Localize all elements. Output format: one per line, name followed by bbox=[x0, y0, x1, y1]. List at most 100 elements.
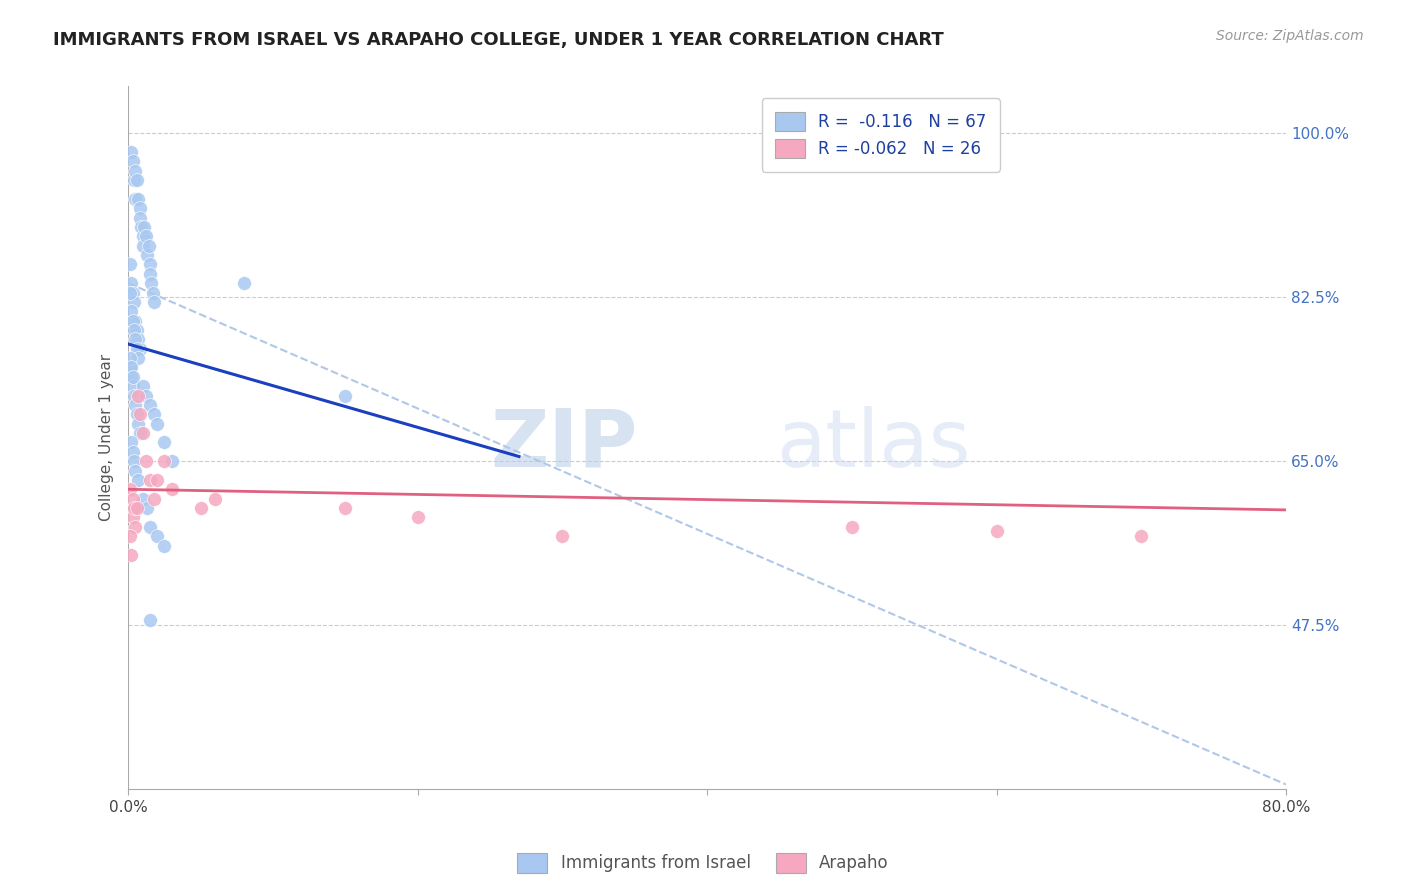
Point bbox=[139, 473, 162, 487]
Point bbox=[118, 529, 141, 543]
Point bbox=[121, 285, 143, 300]
Point bbox=[122, 173, 145, 187]
Point bbox=[128, 211, 150, 225]
Point bbox=[132, 491, 155, 506]
Point bbox=[118, 360, 141, 375]
Point bbox=[118, 483, 141, 497]
Point bbox=[135, 229, 157, 244]
Point bbox=[128, 201, 150, 215]
Point bbox=[128, 342, 150, 356]
Point bbox=[128, 407, 150, 421]
Point bbox=[125, 501, 148, 516]
Point bbox=[118, 257, 141, 271]
Point bbox=[143, 294, 166, 309]
Point bbox=[121, 154, 143, 169]
Point bbox=[146, 473, 169, 487]
Point bbox=[125, 173, 148, 187]
Point bbox=[129, 219, 152, 234]
Point bbox=[204, 491, 226, 506]
Point bbox=[139, 614, 162, 628]
Point bbox=[120, 435, 142, 450]
Point bbox=[122, 323, 145, 337]
Point bbox=[124, 464, 146, 478]
Point bbox=[135, 454, 157, 468]
Point bbox=[121, 491, 143, 506]
Legend: R =  -0.116   N = 67, R = -0.062   N = 26: R = -0.116 N = 67, R = -0.062 N = 26 bbox=[762, 98, 1000, 171]
Point bbox=[146, 417, 169, 431]
Point bbox=[127, 351, 149, 365]
Point bbox=[143, 491, 166, 506]
Point bbox=[841, 520, 863, 534]
Y-axis label: College, Under 1 year: College, Under 1 year bbox=[100, 354, 114, 521]
Point bbox=[190, 501, 212, 516]
Point bbox=[121, 379, 143, 393]
Point bbox=[160, 483, 183, 497]
Text: atlas: atlas bbox=[776, 406, 972, 483]
Point bbox=[146, 529, 169, 543]
Point bbox=[160, 454, 183, 468]
Point bbox=[136, 501, 159, 516]
Point bbox=[139, 257, 162, 271]
Point bbox=[132, 229, 155, 244]
Point bbox=[120, 304, 142, 318]
Point bbox=[233, 276, 256, 290]
Point bbox=[124, 313, 146, 327]
Point bbox=[132, 238, 155, 252]
Point bbox=[986, 524, 1008, 539]
Text: IMMIGRANTS FROM ISRAEL VS ARAPAHO COLLEGE, UNDER 1 YEAR CORRELATION CHART: IMMIGRANTS FROM ISRAEL VS ARAPAHO COLLEG… bbox=[53, 31, 945, 49]
Point bbox=[121, 510, 143, 524]
Point bbox=[120, 369, 142, 384]
Point bbox=[125, 323, 148, 337]
Point bbox=[122, 501, 145, 516]
Point bbox=[141, 276, 163, 290]
Point bbox=[122, 454, 145, 468]
Point bbox=[153, 539, 176, 553]
Point bbox=[124, 520, 146, 534]
Point bbox=[124, 192, 146, 206]
Point bbox=[120, 501, 142, 516]
Point bbox=[142, 285, 165, 300]
Point bbox=[139, 267, 162, 281]
Point bbox=[124, 163, 146, 178]
Point bbox=[132, 379, 155, 393]
Point bbox=[121, 313, 143, 327]
Point bbox=[153, 435, 176, 450]
Point bbox=[128, 426, 150, 441]
Point bbox=[335, 501, 357, 516]
Point bbox=[118, 285, 141, 300]
Point bbox=[124, 398, 146, 412]
Point bbox=[122, 388, 145, 402]
Legend: Immigrants from Israel, Arapaho: Immigrants from Israel, Arapaho bbox=[510, 847, 896, 880]
Point bbox=[551, 529, 574, 543]
Point bbox=[138, 238, 160, 252]
Point bbox=[127, 332, 149, 346]
Text: Source: ZipAtlas.com: Source: ZipAtlas.com bbox=[1216, 29, 1364, 43]
Point bbox=[132, 426, 155, 441]
Point bbox=[335, 388, 357, 402]
Point bbox=[121, 369, 143, 384]
Point bbox=[406, 510, 429, 524]
Point bbox=[153, 454, 176, 468]
Point bbox=[139, 520, 162, 534]
Point bbox=[124, 332, 146, 346]
Point bbox=[143, 407, 166, 421]
Point bbox=[134, 219, 156, 234]
Point bbox=[120, 276, 142, 290]
Point bbox=[1130, 529, 1153, 543]
Point bbox=[127, 473, 149, 487]
Point bbox=[127, 388, 149, 402]
Point bbox=[125, 342, 148, 356]
Point bbox=[120, 360, 142, 375]
Point bbox=[136, 248, 159, 262]
Point bbox=[135, 388, 157, 402]
Text: ZIP: ZIP bbox=[491, 406, 638, 483]
Point bbox=[120, 548, 142, 562]
Point bbox=[118, 351, 141, 365]
Point bbox=[121, 445, 143, 459]
Point bbox=[122, 294, 145, 309]
Point bbox=[125, 407, 148, 421]
Point bbox=[127, 417, 149, 431]
Point bbox=[120, 145, 142, 159]
Point bbox=[139, 398, 162, 412]
Point bbox=[127, 192, 149, 206]
